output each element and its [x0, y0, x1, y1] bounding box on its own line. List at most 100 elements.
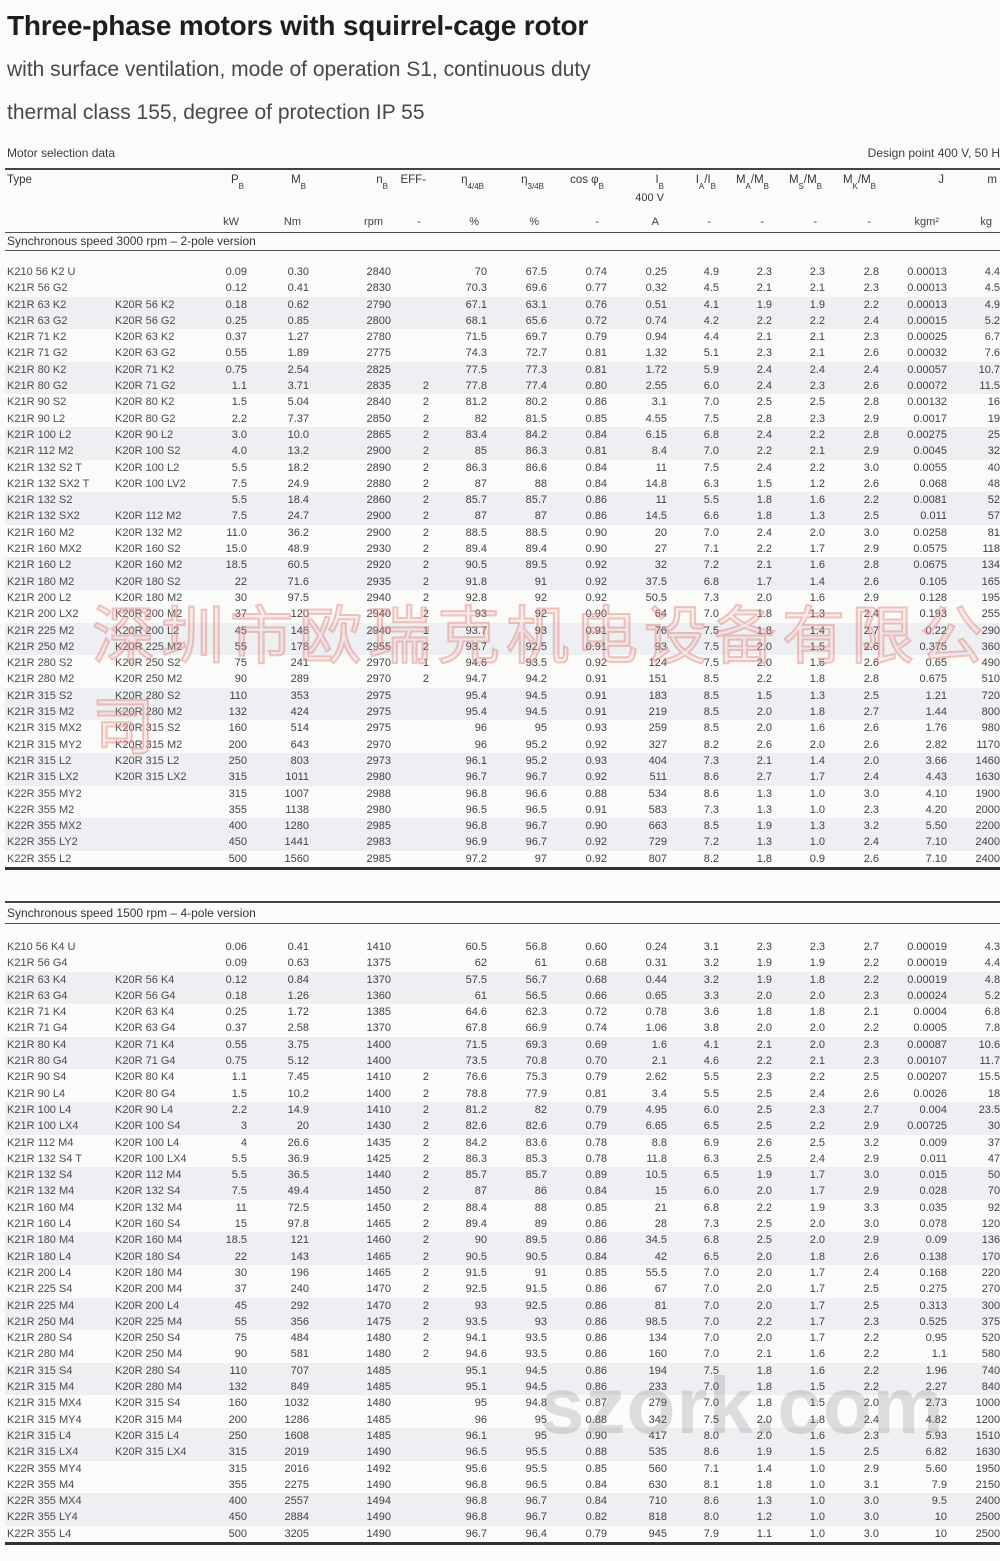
- value-cell: 5.5: [703, 494, 719, 507]
- value-cell: 90: [234, 1348, 247, 1361]
- value-cell: 0.88: [585, 787, 607, 800]
- value-cell: 7.5: [703, 412, 719, 425]
- type-cell: K20R 180 M4: [115, 1266, 183, 1279]
- type-cell: K20R 160 M2: [115, 559, 183, 572]
- motor-selection-table-3000rpm: Type PB MB nB EFF- η4/4B η3/4B cos φB IB…: [5, 168, 1000, 870]
- value-cell: 0.92: [585, 738, 607, 751]
- value-cell: 2.3: [756, 266, 772, 278]
- value-cell: 82: [474, 412, 487, 425]
- value-cell: 93.7: [465, 640, 487, 653]
- value-cell: 2.1: [809, 282, 825, 295]
- value-cell: 4.4: [984, 266, 1000, 278]
- value-cell: 0.51: [645, 298, 667, 311]
- value-cell: 93.5: [525, 657, 547, 670]
- value-cell: 4.4: [703, 331, 719, 344]
- value-cell: 2.3: [756, 347, 772, 360]
- table-row: K21R 132 M4 K20R 132 S4 7.5 49.4 1450 2 87 86 0.…: [5, 1183, 1000, 1200]
- value-cell: 0.85: [585, 1462, 607, 1475]
- value-cell: 32: [654, 559, 667, 572]
- type-cell: K21R 160 M4: [7, 1201, 75, 1214]
- value-cell: 93: [474, 608, 487, 621]
- table-row: K21R 280 M2 K20R 250 M2 90 289 2970 2 94.7 94.2…: [5, 671, 1000, 687]
- value-cell: 2.0: [756, 640, 772, 653]
- table-row: K21R 56 G4 0.09 0.63 1375 62 61 0.68 0.31 3.2 1.9…: [5, 955, 1000, 971]
- value-cell: 96.7: [525, 771, 547, 784]
- value-cell: 96.8: [465, 1495, 487, 1508]
- value-cell: 2.0: [756, 722, 772, 735]
- value-cell: 22: [234, 1250, 247, 1263]
- value-cell: 1.7: [809, 1169, 825, 1182]
- table-row: K21R 56 G2 0.12 0.41 2830 70.3 69.6 0.77 0.32 4.…: [5, 280, 1000, 296]
- value-cell: 1630: [975, 1446, 1000, 1459]
- value-cell: 1.76: [925, 722, 947, 735]
- type-cell: K21R 56 G4: [7, 957, 68, 970]
- value-cell: 8.4: [651, 445, 667, 458]
- value-cell: 2980: [366, 771, 391, 784]
- value-cell: 0.09: [925, 1234, 947, 1247]
- value-cell: 2.0: [809, 1218, 825, 1231]
- type-cell: K21R 315 LX2: [7, 771, 79, 784]
- table-row: K22R 355 MX2 400 1280 2985 96.8 96.7 0.90 663 8.…: [5, 818, 1000, 835]
- value-cell: 355: [228, 1478, 247, 1491]
- table-row: K21R 315 MX2 K20R 315 S2 160 514 2975 96 95 0.9…: [5, 720, 1000, 736]
- column-header: MA/MB: [735, 174, 769, 192]
- value-cell: 85.3: [525, 1152, 547, 1165]
- table-row: K21R 180 M2 K20R 180 S2 22 71.6 2935 2 91.8 91 0…: [5, 573, 1000, 590]
- value-cell: 2.4: [756, 428, 772, 441]
- value-cell: 2.2: [863, 1364, 879, 1377]
- value-cell: [391, 1020, 429, 1036]
- value-cell: 2.0: [756, 657, 772, 670]
- value-cell: 1.27: [287, 331, 309, 344]
- value-cell: 57.5: [465, 973, 487, 986]
- value-cell: 124: [648, 657, 667, 670]
- value-cell: 14.9: [287, 1103, 309, 1116]
- value-cell: 0.00087: [907, 1038, 947, 1051]
- value-cell: 2: [422, 640, 429, 653]
- value-cell: 0.015: [919, 1169, 947, 1182]
- value-cell: 2.4: [863, 771, 879, 784]
- table-row: K22R 355 MY4 315 2016 1492 95.6 95.5 0.85 560 7.…: [5, 1461, 1000, 1477]
- value-cell: 96.1: [465, 1429, 487, 1442]
- value-cell: 2.0: [756, 1413, 772, 1426]
- value-cell: 0.84: [585, 1495, 607, 1508]
- value-cell: 2.5: [756, 1087, 772, 1100]
- value-cell: 64.6: [465, 1006, 487, 1019]
- value-cell: 0.63: [287, 957, 309, 970]
- value-cell: 95.4: [465, 706, 487, 719]
- value-cell: 7.1: [703, 1462, 719, 1475]
- value-cell: [391, 1037, 429, 1053]
- value-cell: [391, 769, 429, 785]
- value-cell: 91.8: [465, 575, 487, 588]
- type-cell: K20R 280 S4: [115, 1364, 181, 1377]
- value-cell: 52: [987, 494, 1000, 507]
- value-cell: 0.25: [225, 314, 247, 327]
- value-cell: 2016: [284, 1462, 309, 1475]
- value-cell: 7.3: [703, 803, 719, 816]
- value-cell: 3205: [284, 1527, 309, 1540]
- value-cell: 93.5: [525, 1348, 547, 1361]
- value-cell: 2.9: [863, 543, 879, 556]
- value-cell: 2000: [975, 803, 1000, 816]
- value-cell: 87: [474, 1185, 487, 1198]
- value-cell: 7.10: [925, 836, 947, 849]
- value-cell: 289: [290, 673, 309, 686]
- value-cell: 5.60: [925, 1462, 947, 1475]
- value-cell: 1465: [366, 1218, 391, 1231]
- value-cell: 1.9: [756, 820, 772, 833]
- type-cell: K20R 132 S4: [115, 1185, 181, 1198]
- value-cell: 4.55: [645, 412, 667, 425]
- value-cell: 93.7: [465, 624, 487, 637]
- value-cell: 2.6: [863, 575, 879, 588]
- value-cell: 1.7: [809, 543, 825, 556]
- type-cell: K21R 315 LX4: [7, 1446, 79, 1459]
- type-cell: K20R 132 M4: [115, 1201, 183, 1214]
- value-cell: 6.7: [984, 331, 1000, 344]
- value-cell: 3.6: [703, 1006, 719, 1019]
- value-cell: 96.5: [525, 1478, 547, 1491]
- value-cell: 2.0: [809, 989, 825, 1002]
- value-cell: 1.44: [925, 706, 947, 719]
- table-row: K21R 315 LX2 K20R 315 LX2 315 1011 2980 96.7 9…: [5, 769, 1000, 786]
- value-cell: 2975: [366, 722, 391, 735]
- value-cell: 2.5: [756, 1218, 772, 1231]
- value-cell: 2.2: [809, 314, 825, 327]
